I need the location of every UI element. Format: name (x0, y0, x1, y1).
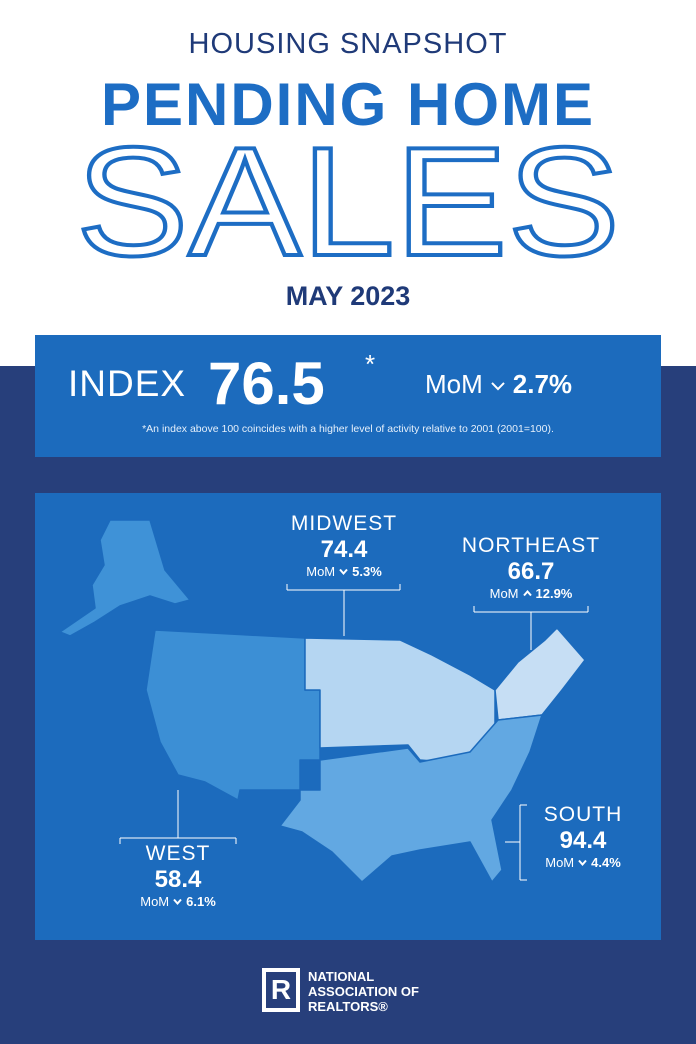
title-large: SALES (76, 130, 620, 265)
region-label: NORTHEAST 66.7 MoM 12.9% (431, 534, 631, 601)
index-value: 76.5 (208, 350, 325, 417)
region-change-row: MoM 6.1% (78, 894, 278, 909)
chevron (491, 382, 505, 391)
kicker: HOUSING SNAPSHOT (188, 28, 508, 60)
chevron-line (173, 898, 182, 905)
chevron (578, 859, 587, 866)
change-direction (578, 855, 587, 870)
region-value: 66.7 (507, 558, 555, 585)
region-label: SOUTH 94.4 MoM 4.4% (483, 803, 683, 870)
change-label: MoM (140, 894, 170, 909)
region-change-row: MoM 4.4% (483, 855, 683, 870)
change-direction (491, 369, 505, 400)
change-direction (522, 586, 532, 601)
alaska (59, 519, 191, 637)
region-value: 58.4 (154, 866, 202, 893)
index-box: INDEX 76.5 * MoM 2.7% *An index above 10… (35, 335, 661, 457)
change-label: MoM (489, 586, 519, 601)
change-label: MoM (306, 564, 336, 579)
org-line: NATIONAL (308, 969, 375, 984)
chevron (522, 590, 532, 597)
chevron (339, 568, 348, 575)
title-large-svg: SALES (74, 130, 622, 265)
south-region (279, 714, 543, 883)
midwest-region (304, 637, 496, 763)
region-label: WEST 58.4 MoM 6.1% (78, 842, 278, 909)
title: PENDING HOME (100, 71, 596, 138)
chevron-line (578, 859, 587, 866)
date: MAY 2023 (285, 281, 411, 311)
index-marker: * (365, 349, 376, 379)
region-name: MIDWEST (290, 512, 398, 535)
region-change-row: MoM 5.3% (244, 564, 444, 579)
change-label: MoM (425, 369, 483, 399)
change-direction (173, 894, 182, 909)
chevron-line (491, 382, 505, 391)
change-value: 2.7% (512, 369, 573, 399)
region-value: 74.4 (320, 536, 368, 563)
west-region (145, 629, 321, 801)
footnote: *An index above 100 coincides with a hig… (142, 423, 554, 435)
chevron-line (339, 568, 348, 575)
index-change-row: MoM 2.7% (425, 369, 572, 400)
change-direction (339, 564, 348, 579)
region-name: WEST (145, 842, 211, 865)
org-line: ASSOCIATION OF (308, 984, 419, 999)
logo-letter: R (266, 972, 296, 1008)
region-change-row: MoM 12.9% (431, 586, 631, 601)
region-name: NORTHEAST (461, 534, 601, 557)
region-label: MIDWEST 74.4 MoM 5.3% (244, 512, 444, 579)
org-name: NATIONAL ASSOCIATION OF REALTORS® (308, 969, 419, 1014)
logo-box: R (262, 968, 300, 1012)
change-value: 12.9% (535, 586, 573, 601)
northeast-region (494, 627, 586, 721)
change-label: MoM (545, 855, 575, 870)
index-label: INDEX (68, 363, 187, 404)
region-value: 94.4 (559, 827, 607, 854)
region-name: SOUTH (543, 803, 623, 826)
change-value: 4.4% (591, 855, 621, 870)
chevron (173, 898, 182, 905)
chevron-line (522, 590, 532, 597)
change-value: 6.1% (186, 894, 216, 909)
change-value: 5.3% (352, 564, 382, 579)
org-line: REALTORS® (308, 999, 388, 1014)
